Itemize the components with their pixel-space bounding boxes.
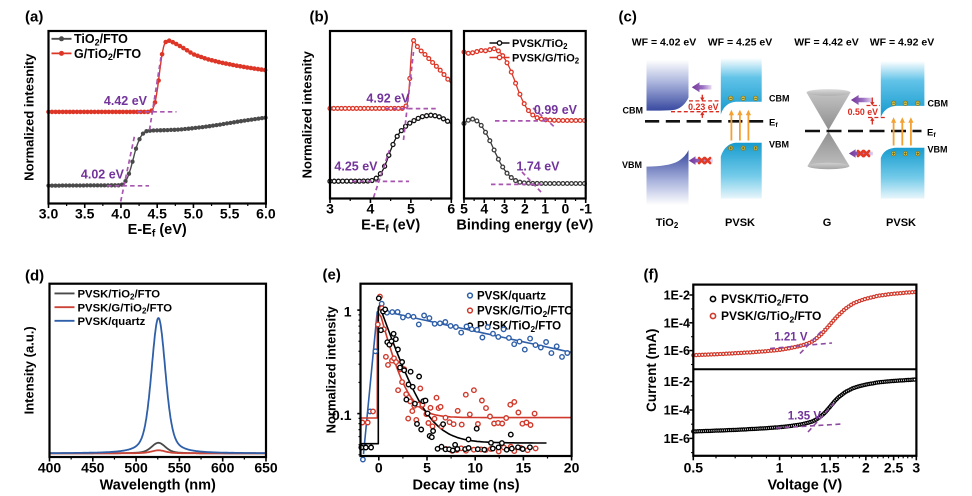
svg-text:4: 4 xyxy=(480,201,488,217)
svg-text:2: 2 xyxy=(862,460,870,476)
svg-text:0.23 eV: 0.23 eV xyxy=(688,102,718,112)
svg-text:-1: -1 xyxy=(579,201,592,217)
svg-text:Current (mA): Current (mA) xyxy=(644,329,659,412)
svg-text:1: 1 xyxy=(344,304,352,320)
svg-text:4.42 eV: 4.42 eV xyxy=(104,94,148,108)
svg-text:4.92 eV: 4.92 eV xyxy=(366,91,410,105)
svg-text:Ef: Ef xyxy=(927,127,936,139)
svg-text:Voltage (V): Voltage (V) xyxy=(768,478,843,494)
svg-text:3: 3 xyxy=(912,460,920,476)
svg-text:Wavelength (nm): Wavelength (nm) xyxy=(100,478,216,494)
svg-text:(b): (b) xyxy=(310,8,329,25)
svg-text:5: 5 xyxy=(407,201,415,217)
svg-text:3.0: 3.0 xyxy=(39,206,59,222)
svg-text:1: 1 xyxy=(541,201,549,217)
svg-text:15: 15 xyxy=(516,460,532,476)
svg-text:VBM: VBM xyxy=(928,145,948,155)
svg-text:0.1: 0.1 xyxy=(332,407,352,423)
svg-text:1E-2: 1E-2 xyxy=(664,375,690,389)
svg-text:(c): (c) xyxy=(619,9,637,26)
svg-text:PVSK/quartz: PVSK/quartz xyxy=(477,291,546,303)
svg-text:(e): (e) xyxy=(323,267,341,284)
svg-text:600: 600 xyxy=(211,460,235,476)
svg-text:PVSK/quartz: PVSK/quartz xyxy=(78,316,146,328)
svg-text:E-Ef (eV): E-Ef (eV) xyxy=(361,218,420,236)
svg-text:PVSK/G/TiO2/FTO: PVSK/G/TiO2/FTO xyxy=(477,306,573,319)
svg-text:CBM: CBM xyxy=(928,98,949,108)
svg-text:Ef: Ef xyxy=(769,118,778,130)
svg-text:3: 3 xyxy=(501,201,509,217)
svg-text:1.74 eV: 1.74 eV xyxy=(516,159,560,173)
svg-text:PVSK/TiO2/FTO: PVSK/TiO2/FTO xyxy=(78,289,161,302)
svg-text:20: 20 xyxy=(564,460,580,476)
svg-text:4.5: 4.5 xyxy=(147,206,167,222)
svg-text:G/TiO2/FTO: G/TiO2/FTO xyxy=(74,47,141,62)
svg-text:TiO2/FTO: TiO2/FTO xyxy=(74,32,128,47)
svg-text:Intensity (a.u.): Intensity (a.u.) xyxy=(22,326,37,414)
svg-text:0.50 eV: 0.50 eV xyxy=(848,107,878,117)
svg-text:6.0: 6.0 xyxy=(256,206,276,222)
svg-text:PVSK: PVSK xyxy=(725,217,755,229)
svg-text:0.5: 0.5 xyxy=(684,460,704,476)
svg-text:WF = 4.42 eV: WF = 4.42 eV xyxy=(794,37,859,49)
svg-text:CBM: CBM xyxy=(623,105,644,115)
svg-text:1E-4: 1E-4 xyxy=(664,404,690,418)
svg-text:6: 6 xyxy=(447,201,455,217)
svg-text:(f): (f) xyxy=(644,267,659,284)
svg-text:Normalized intesnity: Normalized intesnity xyxy=(22,53,37,181)
svg-text:1.35 V: 1.35 V xyxy=(788,411,822,423)
svg-text:(d): (d) xyxy=(25,268,44,285)
svg-text:VBM: VBM xyxy=(769,140,789,150)
svg-text:400: 400 xyxy=(38,460,62,476)
svg-text:4.25 eV: 4.25 eV xyxy=(334,159,378,173)
svg-text:PVSK: PVSK xyxy=(886,217,916,229)
svg-text:E-Ef (eV): E-Ef (eV) xyxy=(128,222,187,240)
svg-text:2.5: 2.5 xyxy=(884,460,904,476)
svg-text:Normalized intensity: Normalized intensity xyxy=(324,306,339,434)
svg-text:CBM: CBM xyxy=(769,94,790,104)
svg-text:3.5: 3.5 xyxy=(75,206,95,222)
svg-text:0: 0 xyxy=(562,201,570,217)
svg-text:Decay time (ns): Decay time (ns) xyxy=(412,478,519,494)
svg-text:1.21 V: 1.21 V xyxy=(774,332,808,344)
svg-text:PVSK/G/TiO2: PVSK/G/TiO2 xyxy=(512,53,580,66)
svg-text:PVSK/TiO2/FTO: PVSK/TiO2/FTO xyxy=(477,321,561,334)
svg-text:10: 10 xyxy=(467,460,483,476)
svg-text:WF = 4.25 eV: WF = 4.25 eV xyxy=(708,37,773,49)
svg-text:1.5: 1.5 xyxy=(820,460,840,476)
svg-text:500: 500 xyxy=(124,460,148,476)
svg-text:G: G xyxy=(823,217,832,229)
svg-text:1E-6: 1E-6 xyxy=(664,432,690,446)
svg-text:5.5: 5.5 xyxy=(220,206,240,222)
svg-text:5.0: 5.0 xyxy=(184,206,204,222)
svg-text:5: 5 xyxy=(423,460,431,476)
svg-text:Normalized intesnity: Normalized intesnity xyxy=(300,50,315,178)
svg-text:Binding energy (eV): Binding energy (eV) xyxy=(456,218,593,234)
svg-text:PVSK/TiO2/FTO: PVSK/TiO2/FTO xyxy=(721,292,809,307)
svg-text:5: 5 xyxy=(460,201,468,217)
svg-text:550: 550 xyxy=(168,460,192,476)
svg-text:PVSK/TiO2: PVSK/TiO2 xyxy=(512,38,568,51)
svg-text:WF = 4.02 eV: WF = 4.02 eV xyxy=(632,37,697,49)
svg-text:1: 1 xyxy=(776,460,784,476)
svg-text:TiO2: TiO2 xyxy=(656,217,679,230)
svg-text:0: 0 xyxy=(375,460,383,476)
svg-text:4.0: 4.0 xyxy=(111,206,131,222)
svg-text:WF = 4.92 eV: WF = 4.92 eV xyxy=(870,37,935,49)
svg-text:1E-6: 1E-6 xyxy=(664,344,690,358)
svg-text:2: 2 xyxy=(521,201,529,217)
svg-text:4: 4 xyxy=(367,201,375,217)
svg-text:4.02 eV: 4.02 eV xyxy=(81,168,125,182)
svg-text:1E-2: 1E-2 xyxy=(664,289,690,303)
svg-text:0.99 eV: 0.99 eV xyxy=(534,103,578,117)
svg-text:450: 450 xyxy=(81,460,105,476)
svg-text:PVSK/G/TiO2/FTO: PVSK/G/TiO2/FTO xyxy=(721,309,821,324)
svg-text:PVSK/G/TiO2/FTO: PVSK/G/TiO2/FTO xyxy=(78,302,173,315)
svg-text:1E-4: 1E-4 xyxy=(664,316,690,330)
svg-text:3: 3 xyxy=(326,201,334,217)
svg-text:(a): (a) xyxy=(25,8,43,25)
svg-text:650: 650 xyxy=(254,460,278,476)
svg-text:VBM: VBM xyxy=(622,160,642,170)
